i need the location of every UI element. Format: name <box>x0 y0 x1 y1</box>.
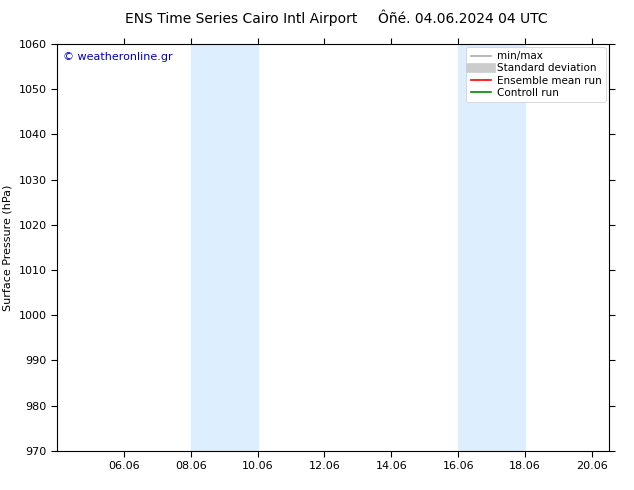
Text: © weatheronline.gr: © weatheronline.gr <box>63 52 172 62</box>
Bar <box>191 44 257 451</box>
Text: Ôñé. 04.06.2024 04 UTC: Ôñé. 04.06.2024 04 UTC <box>378 12 548 26</box>
Y-axis label: Surface Pressure (hPa): Surface Pressure (hPa) <box>3 184 13 311</box>
Legend: min/max, Standard deviation, Ensemble mean run, Controll run: min/max, Standard deviation, Ensemble me… <box>467 47 605 102</box>
Bar <box>458 44 525 451</box>
Text: ENS Time Series Cairo Intl Airport: ENS Time Series Cairo Intl Airport <box>125 12 357 26</box>
